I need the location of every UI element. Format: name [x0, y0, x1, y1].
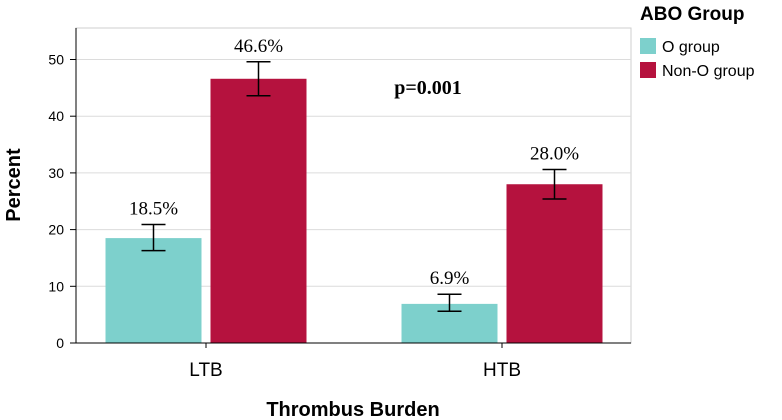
legend-title: ABO Group — [640, 4, 745, 25]
y-tick-label: 20 — [48, 222, 64, 238]
x-tick-label: HTB — [483, 360, 521, 381]
y-axis: 0 10 20 30 40 50 — [48, 28, 77, 351]
data-label: 46.6% — [234, 36, 283, 57]
data-label: 18.5% — [129, 198, 178, 219]
bar-ltb-non-o-group — [210, 78, 307, 343]
data-label: 28.0% — [530, 143, 579, 164]
y-tick-label: 50 — [48, 52, 64, 68]
legend-swatch-non-o-group — [640, 62, 656, 78]
bar-htb-non-o-group — [506, 184, 603, 343]
x-axis-label: Thrombus Burden — [266, 399, 439, 420]
legend: ABO Group O group Non-O group — [640, 4, 755, 80]
y-tick-label: 10 — [48, 278, 64, 294]
x-tick-label: LTB — [189, 360, 222, 381]
x-axis: LTB HTB — [76, 342, 631, 381]
y-tick-label: 0 — [56, 335, 64, 351]
data-labels: 18.5% 46.6% 6.9% 28.0% — [129, 36, 579, 289]
y-tick-label: 40 — [48, 108, 64, 124]
y-tick-label: 30 — [48, 165, 64, 181]
bar-ltb-o-group — [105, 238, 202, 343]
legend-swatch-o-group — [640, 38, 656, 54]
legend-label: Non-O group — [662, 63, 755, 80]
legend-label: O group — [662, 39, 720, 56]
error-bars — [141, 61, 567, 312]
y-axis-label: Percent — [3, 148, 25, 222]
p-value-annotation: p=0.001 — [394, 77, 462, 99]
data-label: 6.9% — [430, 268, 470, 289]
bars — [105, 78, 603, 343]
